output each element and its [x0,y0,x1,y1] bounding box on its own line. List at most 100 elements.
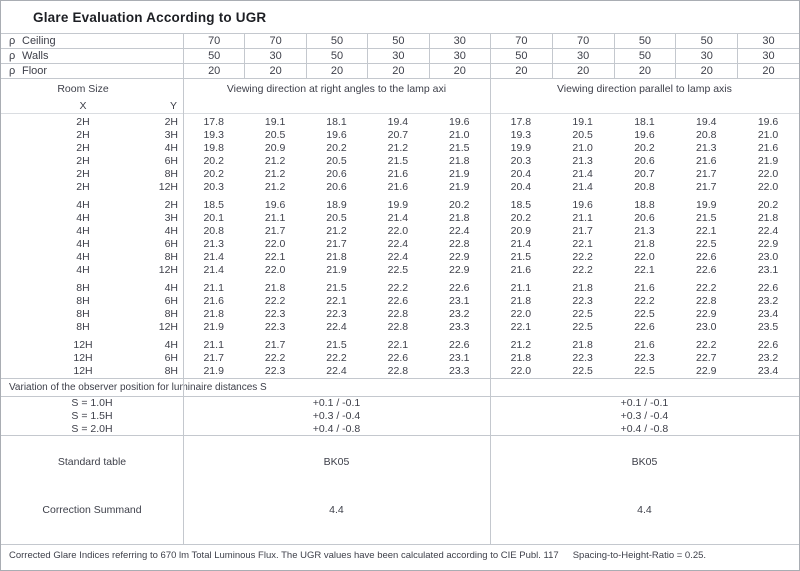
ugr-value: 21.8 [510,352,532,364]
ugr-value: 21.0 [757,129,779,141]
observer-distance-row: S = 1.0H +0.1 / -0.1 +0.1 / -0.1 [1,397,799,410]
ugr-value: 20.2 [203,155,224,167]
ugr-value: 22.5 [572,365,593,377]
ugr-row: 4H 2H 18.5 19.6 18.9 19.9 20.2 18.5 19.6 18.8 19.9… [1,199,799,212]
ugr-value: 22.0 [634,251,655,263]
ugr-value: 22.7 [696,352,717,364]
ugr-value: 21.7 [264,225,286,237]
room-y-value: 12H [158,321,178,333]
ugr-value: 22.9 [449,264,470,276]
ugr-value: 22.3 [264,308,286,320]
row-indent [1,264,28,277]
ugr-value: 22.2 [387,282,409,294]
ugr-value: 20.2 [510,212,532,224]
reflectance-value: 20 [613,64,676,78]
ugr-row: 12H 6H 21.7 22.2 22.2 22.6 23.1 21.8 22.3 22.3 22.… [1,352,799,365]
room-y-value: 2H [164,116,178,128]
correction-summand-value-parallel: 4.4 [637,504,652,516]
ugr-value: 21.7 [264,339,286,351]
ugr-value: 21.6 [387,168,409,180]
ugr-value: 22.6 [387,352,409,364]
row-indent [1,142,28,155]
ugr-value: 21.5 [449,142,470,154]
ugr-value: 22.3 [326,308,347,320]
ugr-value: 20.2 [326,142,347,154]
ugr-value: 22.1 [572,238,593,250]
room-y-value: 4H [164,339,178,351]
ugr-value: 19.1 [572,116,593,128]
empty-strip [1,532,799,544]
ugr-value: 21.5 [696,212,717,224]
ugr-value: 21.2 [510,339,532,351]
ugr-value: 22.4 [326,365,347,377]
room-x-value: 2H [76,129,90,141]
ugr-row: 2H 2H 17.8 19.1 18.1 19.4 19.6 17.8 19.1 18.1 19.4… [1,116,799,129]
ugr-value: 21.5 [326,282,347,294]
ugr-value: 22.8 [449,238,470,250]
reflectance-value: 20 [489,64,552,78]
reflectance-value: 20 [675,64,737,78]
ugr-values-table: 2H 2H 17.8 19.1 18.1 19.4 19.6 17.8 19.1 18.1 19.4… [1,114,799,378]
room-x-value: 2H [76,116,90,128]
room-x-value: 8H [76,308,90,320]
ugr-value: 19.6 [449,116,470,128]
row-indent [1,238,28,251]
ugr-value: 22.6 [634,321,655,333]
ugr-value: 22.0 [510,365,532,377]
ugr-value: 22.6 [449,339,470,351]
ugr-value: 21.2 [387,142,409,154]
ugr-value: 20.9 [264,142,286,154]
ugr-row: 8H 12H 21.9 22.3 22.4 22.8 23.3 22.1 22.5 22.6 23.… [1,321,799,334]
column-divider-left [183,34,184,544]
ugr-value: 22.2 [572,264,593,276]
correction-range-right-angles: +0.1 / -0.1 [312,397,361,409]
ugr-value: 21.1 [572,212,593,224]
reflectance-value: 70 [244,34,305,48]
ugr-value: 22.3 [264,365,286,377]
ugr-value: 21.2 [264,181,286,193]
row-indent [1,155,28,168]
row-indent [1,212,28,225]
ugr-value: 20.7 [634,168,655,180]
ugr-value: 22.6 [757,339,779,351]
ugr-value: 22.5 [634,308,655,320]
room-y-value: 8H [164,251,178,263]
right-angles-section-header: Viewing direction at right angles to the… [226,83,447,95]
ugr-value: 22.4 [387,238,409,250]
ugr-value: 22.2 [572,251,593,263]
ugr-value: 22.3 [572,295,593,307]
ugr-value: 20.6 [634,212,655,224]
ugr-value: 21.5 [510,251,532,263]
ugr-value: 21.6 [510,264,532,276]
room-y-value: 4H [164,225,178,237]
ugr-value: 22.9 [449,251,470,263]
ugr-value: 19.4 [387,116,409,128]
room-x-value: 8H [76,282,90,294]
ugr-value: 22.0 [510,308,532,320]
ugr-value: 19.8 [203,142,224,154]
ugr-value: 21.1 [264,212,286,224]
ugr-value: 20.8 [634,181,655,193]
ugr-value: 17.8 [203,116,224,128]
room-x-value: 4H [76,251,90,263]
ugr-value: 18.8 [634,199,655,211]
room-x-value: 2H [76,142,90,154]
ugr-value: 22.2 [696,282,717,294]
ugr-value: 21.3 [572,155,593,167]
room-y-value: 3H [164,212,178,224]
room-x-value: 4H [76,264,90,276]
room-x-value: 2H [76,168,90,180]
rho-symbol: ρ [9,65,16,77]
reflectance-value: 50 [305,49,367,63]
room-y-value: 6H [164,155,178,167]
reflectance-surface-name: Floor [22,65,48,77]
room-x-value: 4H [76,238,90,250]
ugr-value: 22.8 [387,321,409,333]
reflectance-row: ρ Floor 20 20 20 20 20 20 20 20 20 20 [1,64,799,79]
correction-summand-row: Correction Summand 4.4 4.4 [1,488,799,532]
room-y-value: 8H [164,168,178,180]
distance-label: S = 1.0H [71,397,113,409]
ugr-value: 22.3 [264,321,286,333]
correction-range-parallel: +0.3 / -0.4 [620,410,669,422]
ugr-value: 21.2 [264,168,286,180]
